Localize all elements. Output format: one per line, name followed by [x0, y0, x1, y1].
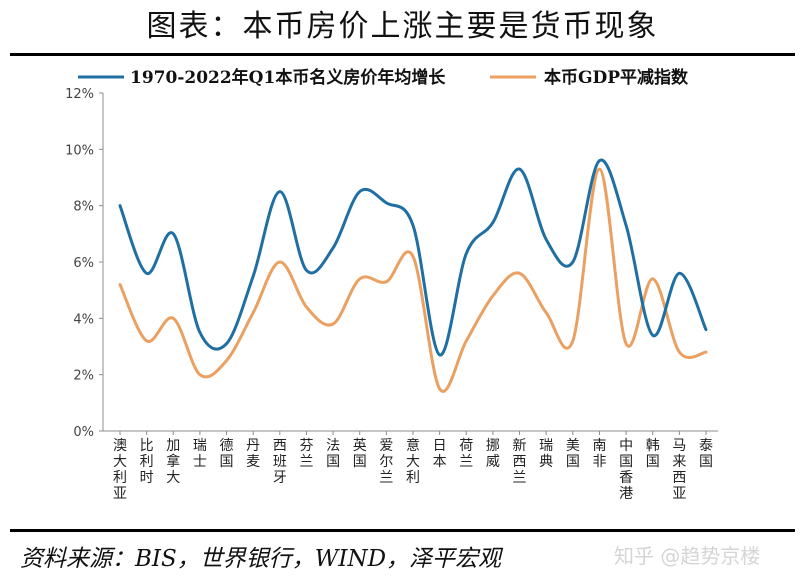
x-tick-label: 意大利 [406, 437, 420, 486]
series-line-2 [118, 167, 708, 393]
page-title: 图表：本币房价上涨主要是货币现象 [146, 9, 659, 44]
legend-label-2: 本币GDP平减指数 [544, 67, 689, 88]
y-tick-label: 6% [73, 256, 94, 271]
x-tick-label: 西班牙 [273, 438, 287, 486]
title-divider [10, 53, 795, 56]
y-tick-label: 12% [65, 87, 94, 102]
x-tick-label: 马来西亚 [672, 438, 686, 502]
x-tick-label: 瑞典 [539, 438, 553, 470]
x-tick-label: 荷兰 [459, 438, 473, 470]
x-tick-label: 芬兰 [299, 438, 313, 470]
x-tick-label: 日本 [433, 438, 447, 470]
watermark: 知乎 @趋势京楼 [614, 544, 761, 568]
x-tick-label: 比利时 [140, 438, 154, 486]
y-tick-label: 10% [65, 143, 94, 158]
x-tick-label: 法国 [326, 438, 340, 470]
legend-label-1: 1970-2022年Q1本币名义房价年均增长 [130, 67, 446, 88]
series-lines [118, 158, 708, 393]
x-tick-label: 泰国 [699, 438, 713, 470]
chart-axes [102, 93, 718, 432]
x-tick-label: 新西兰 [513, 438, 527, 486]
y-tick-label: 2% [73, 369, 94, 384]
y-tick-label: 0% [73, 425, 94, 440]
x-tick-label: 爱尔兰 [379, 438, 393, 486]
x-tick-label: 德国 [220, 438, 234, 470]
x-tick-label: 加拿大 [166, 438, 180, 486]
y-tick-label: 4% [73, 312, 94, 327]
x-tick-label: 中国香港 [619, 438, 633, 502]
x-tick-label: 英国 [353, 437, 367, 470]
x-tick-label: 澳大利亚 [113, 438, 127, 502]
x-tick-label: 美国 [566, 438, 580, 470]
x-tick-label: 南非 [592, 438, 606, 470]
chart-legend: 1970-2022年Q1本币名义房价年均增长 本币GDP平减指数 [78, 67, 689, 88]
x-tick-label: 瑞士 [193, 438, 207, 470]
line-chart: 1970-2022年Q1本币名义房价年均增长 本币GDP平减指数 0% 2% 4% 6%… [65, 67, 718, 502]
x-axis-ticks: 澳大利亚比利时加拿大瑞士德国丹麦西班牙芬兰法国英国爱尔兰意大利日本荷兰挪威新西兰… [113, 431, 713, 502]
y-axis-ticks: 0% 2% 4% 6% 8% 10% 12% [65, 87, 103, 440]
source-note: 资料来源：BIS，世界银行，WIND，泽平宏观 [20, 546, 502, 572]
footer-divider [10, 529, 795, 532]
x-tick-label: 韩国 [646, 438, 660, 470]
series-line-1 [118, 158, 708, 357]
x-tick-label: 挪威 [486, 438, 500, 470]
y-tick-label: 8% [73, 200, 94, 215]
x-tick-label: 丹麦 [246, 438, 260, 470]
